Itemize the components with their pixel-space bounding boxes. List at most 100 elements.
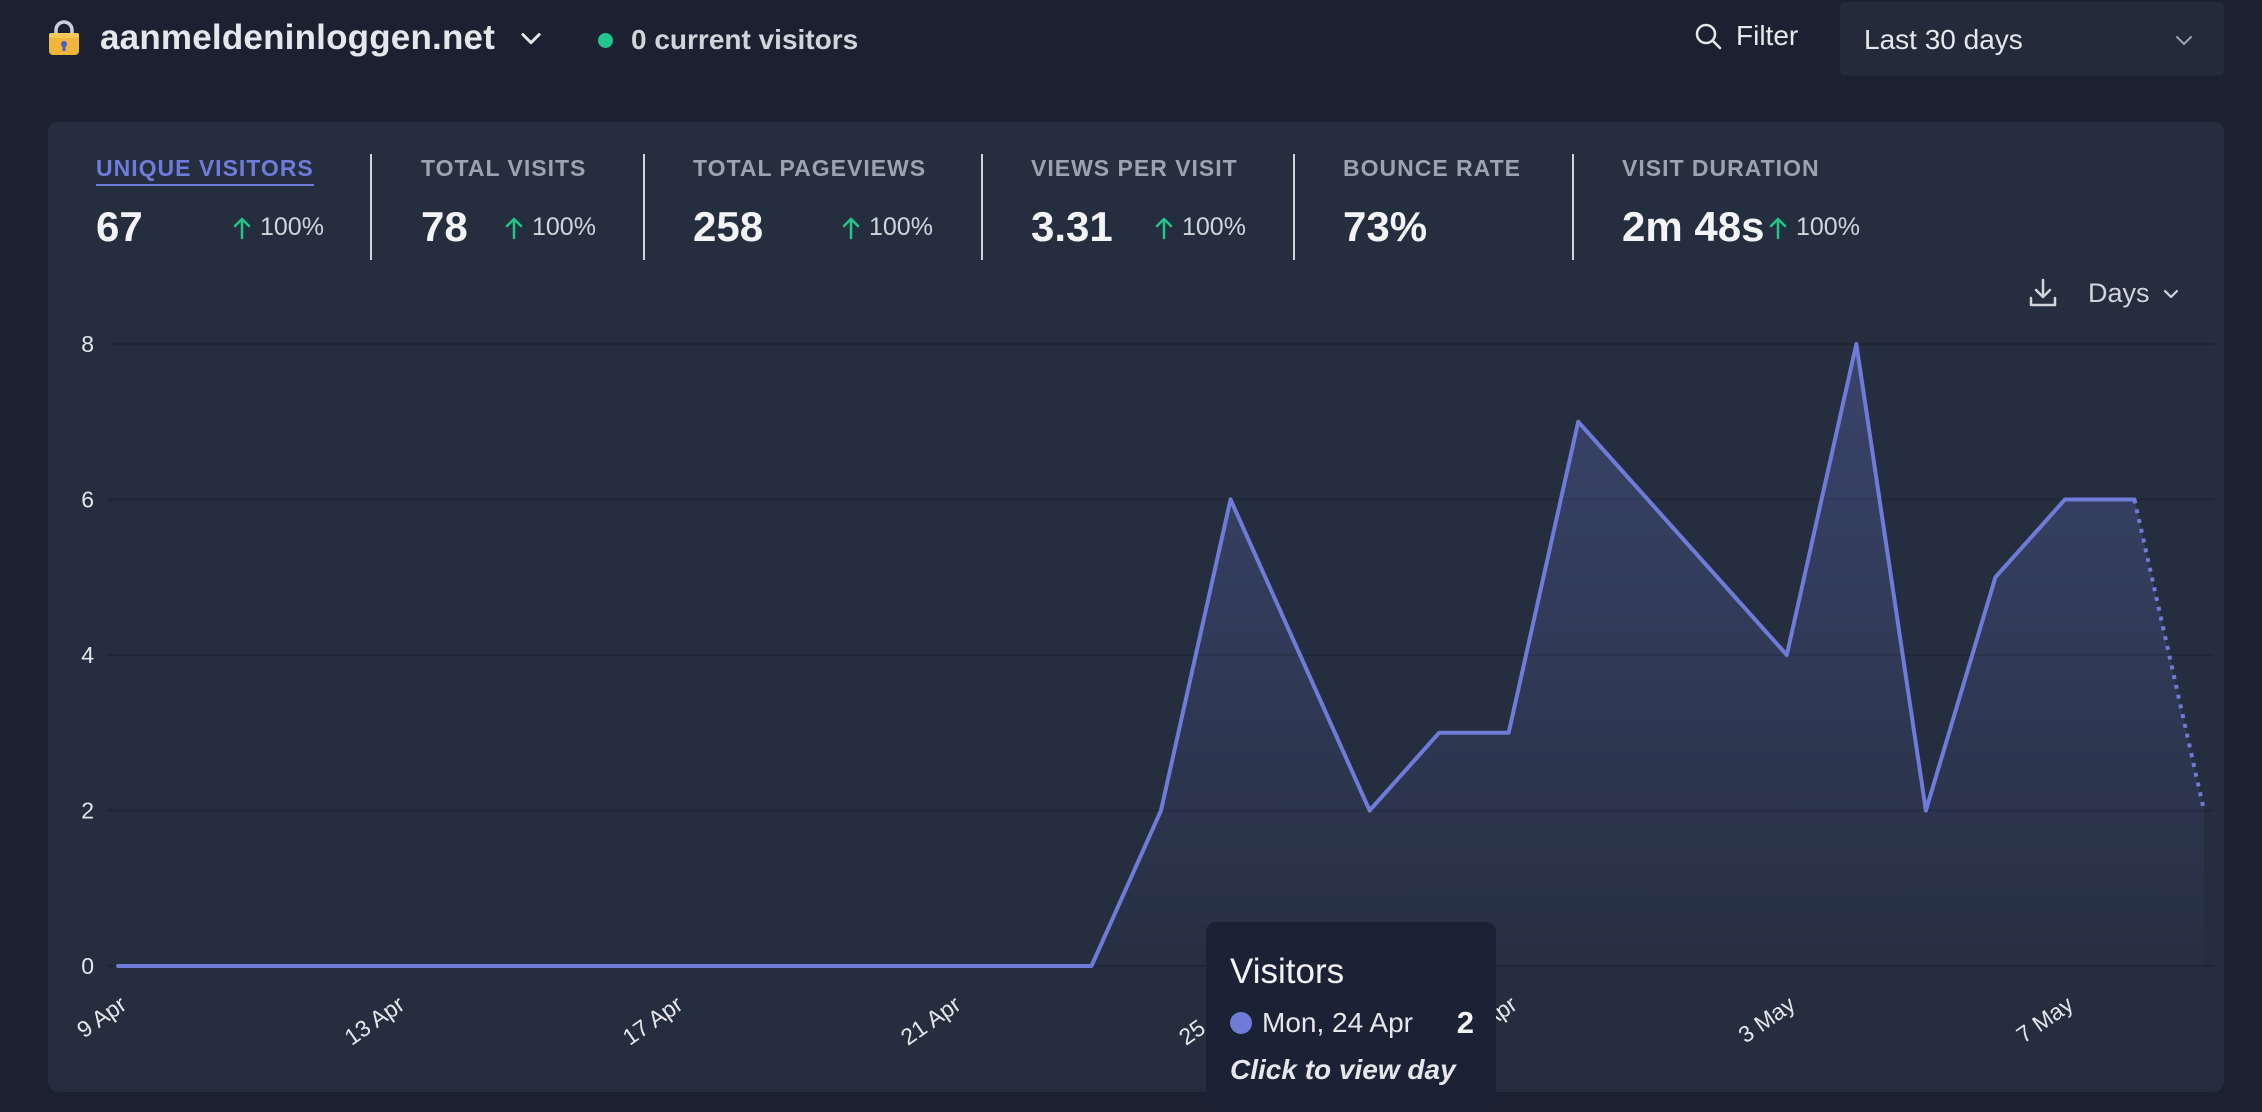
x-tick-label: 3 May bbox=[1733, 991, 1800, 1049]
data-point[interactable] bbox=[738, 960, 750, 972]
chart-tooltip[interactable]: Visitors Mon, 24 Apr 2 Click to view day bbox=[1206, 922, 1496, 1108]
data-point[interactable] bbox=[1225, 494, 1237, 506]
stat-label[interactable]: TOTAL VISITS bbox=[421, 155, 587, 181]
chart-area bbox=[118, 344, 2204, 966]
data-point[interactable] bbox=[460, 960, 472, 972]
filter-button[interactable]: Filter bbox=[1692, 20, 1798, 52]
x-tick-label: 17 Apr bbox=[618, 991, 688, 1051]
stat-divider bbox=[1293, 154, 1295, 260]
tooltip-date: Mon, 24 Apr bbox=[1262, 1007, 1413, 1038]
data-point[interactable] bbox=[1085, 960, 1097, 972]
current-visitors[interactable]: 0 current visitors bbox=[598, 24, 858, 56]
data-point[interactable] bbox=[1016, 960, 1028, 972]
top-bar: aanmeldeninloggen.net 0 current visitors… bbox=[0, 0, 2262, 80]
lock-icon bbox=[49, 20, 79, 55]
stat-divider bbox=[1572, 154, 1574, 260]
arrow-up-icon bbox=[233, 217, 251, 239]
data-point[interactable] bbox=[321, 960, 333, 972]
stat-label[interactable]: UNIQUE VISITORS bbox=[96, 155, 314, 186]
data-point[interactable] bbox=[1920, 805, 1932, 817]
stat-change-value: 100% bbox=[869, 213, 933, 241]
stat-label[interactable]: VIEWS PER VISIT bbox=[1031, 155, 1238, 181]
data-point[interactable] bbox=[529, 960, 541, 972]
main-graph-card: UNIQUE VISITORS 67 100% TOTAL VISITS 78 … bbox=[48, 122, 2224, 1108]
series-color-dot-icon bbox=[1230, 1012, 1252, 1034]
chart-series bbox=[116, 342, 2206, 968]
data-point[interactable] bbox=[1850, 338, 1862, 350]
y-tick-label: 8 bbox=[81, 331, 94, 357]
data-point[interactable] bbox=[668, 960, 680, 972]
data-point[interactable] bbox=[112, 960, 124, 972]
series-line-incomplete bbox=[2132, 499, 2206, 811]
data-point[interactable] bbox=[2128, 494, 2140, 506]
stat-change-value: 100% bbox=[532, 213, 596, 241]
stat-total-pageviews[interactable]: TOTAL PAGEVIEWS bbox=[693, 155, 926, 182]
stat-total-visits[interactable]: TOTAL VISITS bbox=[421, 155, 586, 182]
chevron-down-icon[interactable] bbox=[517, 24, 545, 52]
top-stats: UNIQUE VISITORS 67 100% TOTAL VISITS 78 … bbox=[48, 122, 2224, 272]
stat-label[interactable]: BOUNCE RATE bbox=[1343, 155, 1521, 181]
date-range-select[interactable]: Last 30 days bbox=[1840, 2, 2224, 76]
data-point[interactable] bbox=[877, 960, 889, 972]
current-visitors-label[interactable]: 0 current visitors bbox=[631, 24, 859, 55]
data-point[interactable] bbox=[599, 960, 611, 972]
tooltip-title: Visitors bbox=[1230, 952, 1345, 991]
data-point[interactable] bbox=[807, 960, 819, 972]
data-point[interactable] bbox=[1781, 649, 1793, 661]
data-point[interactable] bbox=[251, 960, 263, 972]
arrow-up-icon bbox=[1155, 217, 1173, 239]
chevron-down-icon[interactable] bbox=[2160, 283, 2182, 305]
data-point[interactable] bbox=[1503, 727, 1515, 739]
y-tick-label: 6 bbox=[81, 487, 94, 513]
x-tick-label: 13 Apr bbox=[340, 991, 410, 1051]
data-point[interactable] bbox=[946, 960, 958, 972]
data-point[interactable] bbox=[2198, 805, 2210, 817]
arrow-up-icon bbox=[1769, 217, 1787, 239]
stat-value: 78 bbox=[421, 203, 468, 250]
data-point[interactable] bbox=[1572, 416, 1584, 428]
data-point[interactable] bbox=[1642, 494, 1654, 506]
stat-unique-visitors[interactable]: UNIQUE VISITORS bbox=[96, 155, 314, 186]
stat-divider bbox=[370, 154, 372, 260]
x-tick-label: 7 May bbox=[2012, 991, 2079, 1049]
data-point[interactable] bbox=[182, 960, 194, 972]
site-switcher[interactable]: aanmeldeninloggen.net bbox=[46, 18, 545, 58]
y-tick-label: 2 bbox=[81, 798, 94, 824]
download-icon[interactable] bbox=[2026, 276, 2060, 310]
stat-visit-duration[interactable]: VISIT DURATION bbox=[1622, 155, 1820, 182]
data-point[interactable] bbox=[1989, 571, 2001, 583]
tooltip-row: Mon, 24 Apr 2 bbox=[1230, 1005, 1474, 1041]
tooltip-hint[interactable]: Click to view day bbox=[1230, 1054, 1456, 1085]
interval-picker[interactable]: Days bbox=[2088, 278, 2182, 309]
chevron-down-icon[interactable] bbox=[2172, 28, 2196, 52]
data-point[interactable] bbox=[1294, 649, 1306, 661]
data-point[interactable] bbox=[1155, 805, 1167, 817]
search-icon bbox=[1695, 23, 1722, 50]
y-tick-label: 4 bbox=[81, 642, 94, 668]
area-fill bbox=[118, 344, 2204, 966]
arrow-up-icon bbox=[842, 217, 860, 239]
stat-value: 2m 48s bbox=[1622, 203, 1765, 250]
data-point[interactable] bbox=[390, 960, 402, 972]
stat-label[interactable]: TOTAL PAGEVIEWS bbox=[693, 155, 927, 181]
stat-value: 3.31 bbox=[1031, 203, 1113, 250]
stat-change-value: 100% bbox=[1796, 213, 1860, 241]
stat-change: 100% bbox=[841, 213, 933, 242]
stat-divider bbox=[981, 154, 983, 260]
data-point[interactable] bbox=[1711, 571, 1723, 583]
filter-label[interactable]: Filter bbox=[1736, 20, 1799, 51]
stat-views-per-visit[interactable]: VIEWS PER VISIT bbox=[1031, 155, 1238, 182]
data-point[interactable] bbox=[1364, 805, 1376, 817]
y-tick-label: 0 bbox=[81, 953, 94, 979]
stat-label[interactable]: VISIT DURATION bbox=[1622, 155, 1820, 181]
site-name[interactable]: aanmeldeninloggen.net bbox=[100, 18, 496, 57]
stat-bounce-rate[interactable]: BOUNCE RATE bbox=[1343, 155, 1521, 182]
date-range-value[interactable]: Last 30 days bbox=[1864, 24, 2023, 55]
data-point[interactable] bbox=[2059, 494, 2071, 506]
data-point[interactable] bbox=[1433, 727, 1445, 739]
stat-value: 258 bbox=[693, 203, 764, 250]
interval-label[interactable]: Days bbox=[2088, 278, 2150, 308]
tooltip-value: 2 bbox=[1456, 1005, 1474, 1040]
